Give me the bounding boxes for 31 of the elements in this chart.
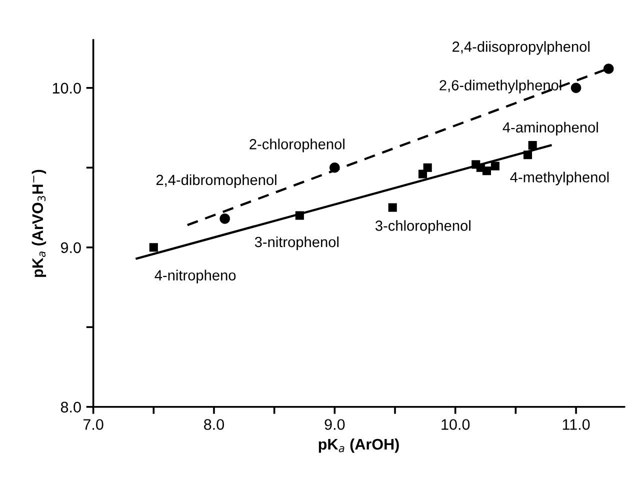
point <box>528 141 537 150</box>
x-tick-label: 11.0 <box>562 419 590 430</box>
y-tick-label: 8.0 <box>60 402 81 413</box>
point <box>423 163 432 172</box>
point <box>330 162 340 173</box>
annotation: 2,4-diisopropylphenol <box>452 41 590 55</box>
y-tick-label: 9.0 <box>60 242 81 254</box>
annotation: 2-chlorophenol <box>250 138 344 152</box>
annotation: 3-nitrophenol <box>254 236 338 250</box>
point <box>295 211 304 220</box>
point <box>149 243 158 252</box>
y-axis-title: pK$_{a}$ (ArVO$_{3}$H$^{−}$) <box>32 170 46 277</box>
y-tick-label: 10.0 <box>52 82 81 94</box>
point <box>482 166 492 176</box>
x-tick-label: 10.0 <box>442 419 470 430</box>
point <box>388 203 397 212</box>
x-tick-label: 8.0 <box>204 419 224 430</box>
point <box>603 64 614 74</box>
point <box>523 150 532 160</box>
x-axis-title: pK$_{a}$ (ArOH) <box>318 438 399 453</box>
point <box>570 82 582 94</box>
point <box>490 162 500 170</box>
annotation: 2,6-dimethylphenol <box>440 80 562 94</box>
annotation: 4-nitropheno <box>154 270 236 284</box>
annotation: 4-methylphenol <box>510 172 609 186</box>
point <box>220 214 230 224</box>
x-tick-label: 7.0 <box>83 419 104 430</box>
annotation: 2,4-dibromophenol <box>156 174 276 188</box>
annotation: 3-chlorophenol <box>375 220 470 234</box>
x-tick-label: 9.0 <box>324 419 345 430</box>
annotation: 4-aminophenol <box>502 122 598 136</box>
